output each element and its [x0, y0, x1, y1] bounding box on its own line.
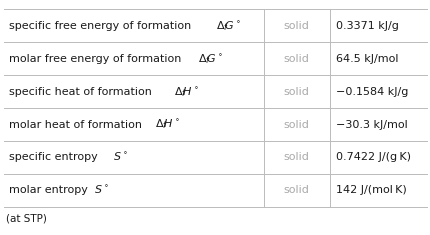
Text: $\Delta_f\!G^\circ$: $\Delta_f\!G^\circ$ [216, 19, 241, 33]
Text: solid: solid [283, 87, 309, 97]
Text: $S^\circ$: $S^\circ$ [112, 151, 127, 164]
Text: solid: solid [283, 54, 309, 64]
Text: 64.5 kJ/mol: 64.5 kJ/mol [335, 54, 398, 64]
Text: molar free energy of formation: molar free energy of formation [9, 54, 184, 64]
Text: $\Delta_f\!G^\circ$: $\Delta_f\!G^\circ$ [198, 52, 223, 66]
Text: specific heat of formation: specific heat of formation [9, 87, 155, 97]
Text: −0.1584 kJ/g: −0.1584 kJ/g [335, 87, 408, 97]
Text: 142 J/(mol K): 142 J/(mol K) [335, 185, 406, 195]
Text: 0.3371 kJ/g: 0.3371 kJ/g [335, 21, 398, 31]
Text: solid: solid [283, 120, 309, 129]
Text: $\Delta_f\!H^\circ$: $\Delta_f\!H^\circ$ [173, 85, 198, 99]
Text: solid: solid [283, 21, 309, 31]
Text: −30.3 kJ/mol: −30.3 kJ/mol [335, 120, 407, 129]
Text: molar heat of formation: molar heat of formation [9, 120, 145, 129]
Text: molar entropy: molar entropy [9, 185, 91, 195]
Text: solid: solid [283, 153, 309, 162]
Text: $S^\circ$: $S^\circ$ [94, 184, 109, 196]
Text: $\Delta_f\!H^\circ$: $\Delta_f\!H^\circ$ [155, 118, 180, 132]
Text: solid: solid [283, 185, 309, 195]
Text: 0.7422 J/(g K): 0.7422 J/(g K) [335, 153, 410, 162]
Text: specific free energy of formation: specific free energy of formation [9, 21, 194, 31]
Text: specific entropy: specific entropy [9, 153, 101, 162]
Text: (at STP): (at STP) [6, 214, 47, 224]
